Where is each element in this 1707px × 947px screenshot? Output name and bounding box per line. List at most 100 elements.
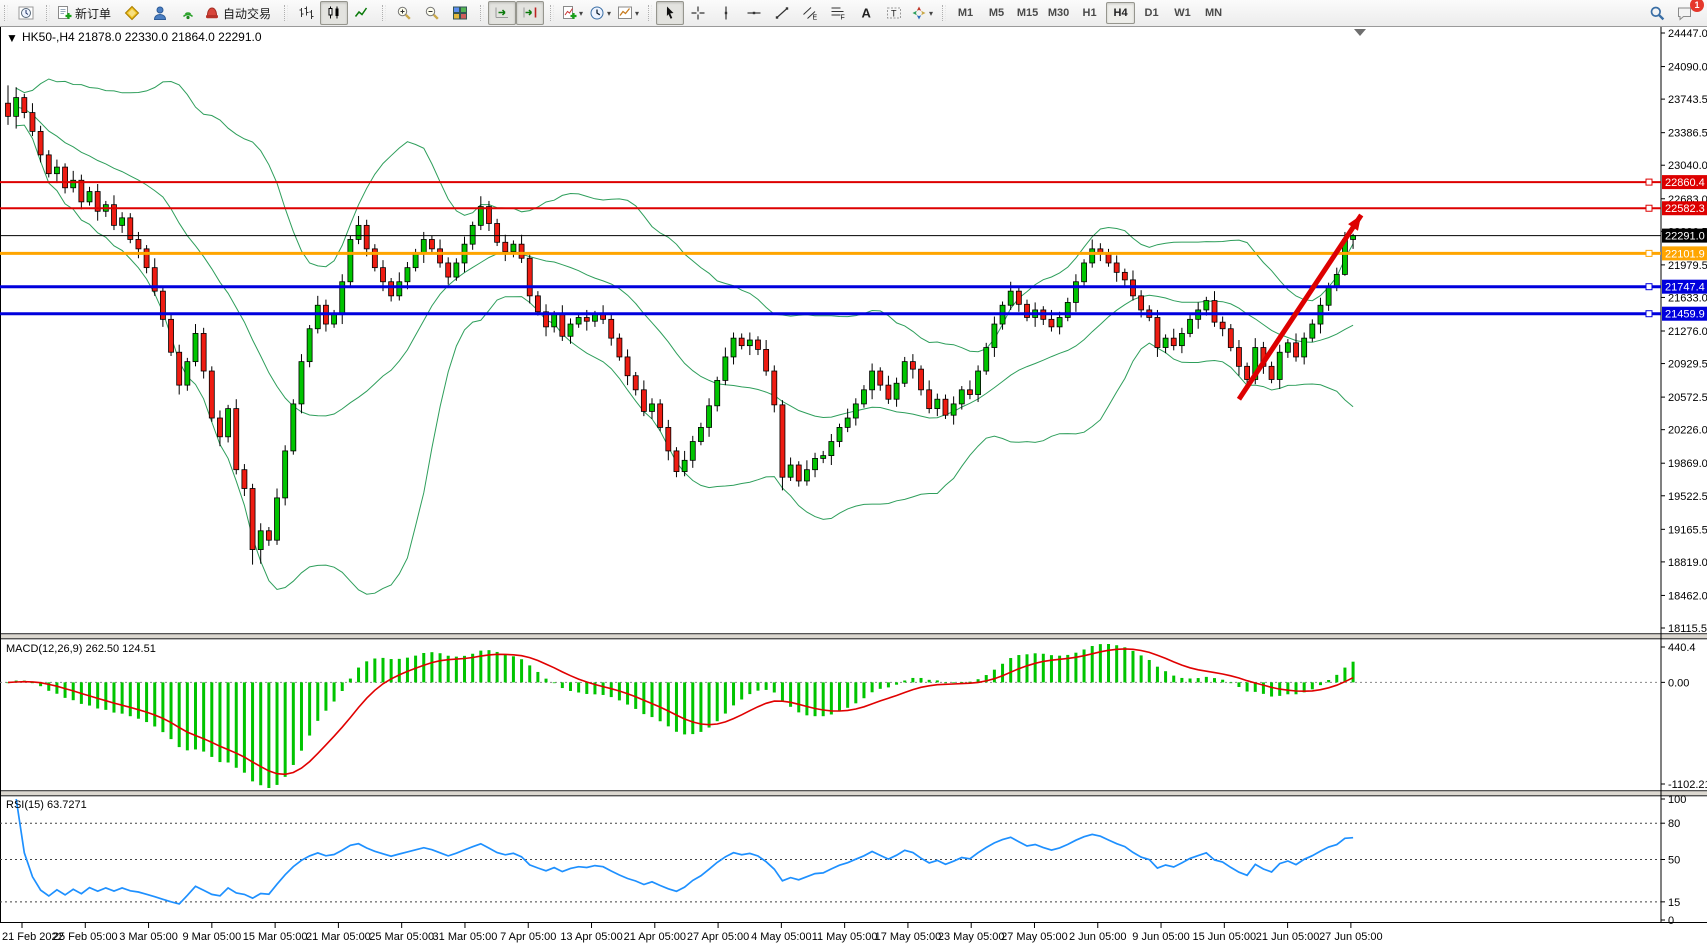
templates-button[interactable]: ▾ bbox=[614, 1, 642, 25]
metaeditor-button[interactable] bbox=[118, 1, 146, 25]
equidistant-channel-button[interactable]: E bbox=[796, 1, 824, 25]
bear-candle bbox=[502, 241, 509, 253]
zoom-in-button[interactable] bbox=[390, 1, 418, 25]
hline-21459.9[interactable] bbox=[0, 310, 1661, 318]
trend-arrow-annotation[interactable] bbox=[1236, 213, 1364, 401]
arrows-icon bbox=[912, 6, 926, 20]
macd-bar bbox=[251, 682, 255, 782]
arrows-dropdown-arrow[interactable]: ▾ bbox=[929, 8, 934, 18]
auto-trading-button[interactable]: 自动交易 bbox=[202, 1, 278, 25]
bull-candle bbox=[1284, 342, 1291, 353]
periods-dropdown-arrow[interactable]: ▾ bbox=[607, 8, 612, 18]
signals-button[interactable] bbox=[174, 1, 202, 25]
indicators-list-dropdown-arrow[interactable]: ▾ bbox=[579, 8, 584, 18]
macd-bar bbox=[397, 658, 401, 683]
timeframe-d1-button[interactable]: D1 bbox=[1144, 7, 1159, 19]
price-tick-label: 19165.5 bbox=[1668, 524, 1707, 536]
periods-button[interactable]: ▾ bbox=[586, 1, 614, 25]
macd-bar bbox=[927, 679, 931, 683]
chat-button[interactable]: 1 bbox=[1671, 0, 1704, 25]
bear-candle bbox=[534, 295, 541, 313]
crosshair-button[interactable] bbox=[684, 1, 712, 25]
bear-candle bbox=[249, 488, 256, 550]
macd-bar bbox=[1180, 677, 1184, 683]
macd-axis[interactable]: 440.4 0.00 -1102.21 bbox=[1661, 642, 1707, 791]
zoom-out-button[interactable] bbox=[418, 1, 446, 25]
toolbar-group-zoom bbox=[378, 0, 476, 26]
search-button[interactable] bbox=[1643, 1, 1671, 25]
time-tick-label: 2 Jun 05:00 bbox=[1069, 931, 1127, 943]
timeframe-m15-button[interactable]: M15 bbox=[1016, 7, 1039, 19]
sep-macd-rsi[interactable] bbox=[0, 790, 1707, 797]
macd-bar bbox=[683, 682, 687, 735]
bear-candle bbox=[518, 243, 525, 259]
hline-handle[interactable] bbox=[1645, 178, 1653, 186]
indicators-list-button[interactable]: ▾ bbox=[558, 1, 586, 25]
timeframe-mn-button[interactable]: MN bbox=[1204, 7, 1223, 19]
candle-chart-icon bbox=[328, 6, 339, 19]
bear-candle bbox=[78, 179, 85, 203]
macd-bar bbox=[528, 665, 532, 683]
timeframe-m5-button[interactable]: M5 bbox=[988, 7, 1005, 19]
sep-main-macd[interactable] bbox=[0, 633, 1707, 640]
hline-handle[interactable] bbox=[1645, 204, 1653, 212]
mql-community-button[interactable] bbox=[146, 1, 174, 25]
bear-candle bbox=[1293, 342, 1299, 358]
hline-handle[interactable] bbox=[1645, 249, 1653, 257]
macd-bar bbox=[552, 682, 556, 684]
price-tick-label: 23040.0 bbox=[1668, 160, 1707, 172]
timeframe-h1-button[interactable]: H1 bbox=[1082, 7, 1097, 19]
candle-chart-button[interactable] bbox=[320, 1, 349, 25]
tile-windows-button[interactable] bbox=[446, 1, 474, 25]
bear-candle bbox=[1236, 347, 1242, 367]
bull-candle bbox=[681, 459, 688, 472]
line-chart-button[interactable] bbox=[348, 1, 376, 25]
vertical-line-button[interactable] bbox=[712, 1, 740, 25]
auto-scroll-button[interactable] bbox=[488, 1, 517, 25]
macd-bar bbox=[903, 680, 907, 683]
bear-candle bbox=[1170, 337, 1177, 347]
rsi-line bbox=[15, 798, 1354, 905]
hline-22582.3[interactable] bbox=[0, 204, 1661, 212]
trend-line-button[interactable] bbox=[768, 1, 796, 25]
hline-22101.9[interactable] bbox=[0, 249, 1661, 257]
macd-bar bbox=[283, 682, 287, 777]
bar-chart-button[interactable] bbox=[292, 1, 320, 25]
cursor-button[interactable] bbox=[656, 1, 685, 25]
hline-22860.4[interactable] bbox=[0, 178, 1661, 186]
chart-shift-marker[interactable] bbox=[1354, 29, 1366, 36]
bull-candle bbox=[852, 403, 859, 419]
bull-candle bbox=[746, 339, 753, 347]
timeframe-h4-button[interactable]: H4 bbox=[1106, 2, 1136, 24]
bull-candle bbox=[820, 455, 827, 459]
macd-bar bbox=[666, 682, 670, 727]
bull-candle bbox=[592, 314, 598, 322]
bull-candle bbox=[787, 464, 794, 478]
macd-bar bbox=[1001, 663, 1005, 683]
templates-dropdown-arrow[interactable]: ▾ bbox=[635, 8, 640, 18]
bull-candle bbox=[812, 458, 818, 471]
timeframe-m30-button[interactable]: M30 bbox=[1047, 7, 1070, 19]
text-label-button[interactable]: T bbox=[880, 1, 908, 25]
horizontal-line-button[interactable] bbox=[740, 1, 768, 25]
bear-candle bbox=[1024, 303, 1030, 318]
arrows-button[interactable]: ▾ bbox=[908, 1, 936, 25]
macd-bar bbox=[952, 682, 956, 684]
chart-collapse-arrow[interactable]: ▼ bbox=[6, 31, 18, 45]
new-chart-button[interactable] bbox=[12, 1, 40, 25]
timeframe-m1-button[interactable]: M1 bbox=[957, 7, 974, 19]
price-axis[interactable]: 24447.024090.023743.523386.523040.022683… bbox=[1661, 28, 1707, 635]
chart-shift-button[interactable] bbox=[516, 1, 545, 25]
new-order-button[interactable]: 新订单 bbox=[54, 1, 118, 25]
hline-handle[interactable] bbox=[1645, 283, 1653, 291]
text-button[interactable]: A bbox=[852, 1, 880, 25]
rsi-axis[interactable]: 100 80 50 15 0 bbox=[1661, 794, 1686, 927]
fibonacci-retracement-button[interactable]: F bbox=[824, 1, 852, 25]
timeframe-w1-button[interactable]: W1 bbox=[1174, 7, 1191, 19]
macd-bar bbox=[1335, 674, 1339, 683]
hline-21747.4[interactable] bbox=[0, 283, 1661, 291]
bear-candle bbox=[45, 154, 52, 175]
hline-handle[interactable] bbox=[1645, 310, 1653, 318]
